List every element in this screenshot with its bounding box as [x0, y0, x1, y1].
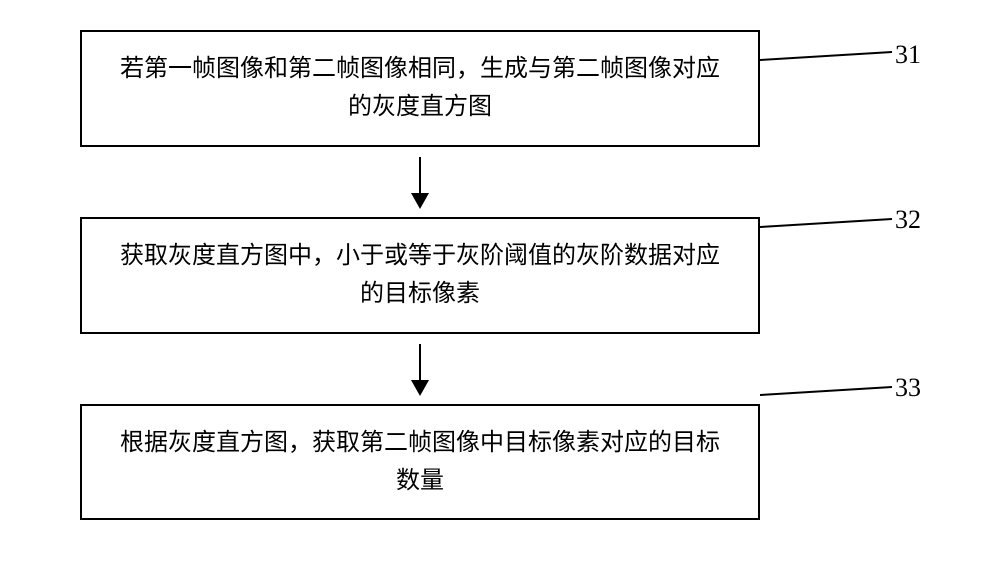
step-3-label: 33	[895, 373, 921, 403]
flowchart-step-3: 根据灰度直方图，获取第二帧图像中目标像素对应的目标数量	[80, 404, 760, 521]
step-2-label: 32	[895, 205, 921, 235]
step-1-label: 31	[895, 40, 921, 70]
arrow-1-container	[80, 147, 760, 217]
flowchart-container: 若第一帧图像和第二帧图像相同，生成与第二帧图像对应的灰度直方图 31 获取灰度直…	[50, 30, 950, 520]
arrow-1	[419, 157, 421, 207]
arrow-2	[419, 344, 421, 394]
flowchart-step-2: 获取灰度直方图中，小于或等于灰阶阈值的灰阶数据对应的目标像素	[80, 217, 760, 334]
step-1-text: 若第一帧图像和第二帧图像相同，生成与第二帧图像对应的灰度直方图	[112, 50, 728, 127]
step-2-text: 获取灰度直方图中，小于或等于灰阶阈值的灰阶数据对应的目标像素	[112, 237, 728, 314]
step-3-text: 根据灰度直方图，获取第二帧图像中目标像素对应的目标数量	[112, 424, 728, 501]
arrow-2-container	[80, 334, 760, 404]
flowchart-step-1: 若第一帧图像和第二帧图像相同，生成与第二帧图像对应的灰度直方图	[80, 30, 760, 147]
